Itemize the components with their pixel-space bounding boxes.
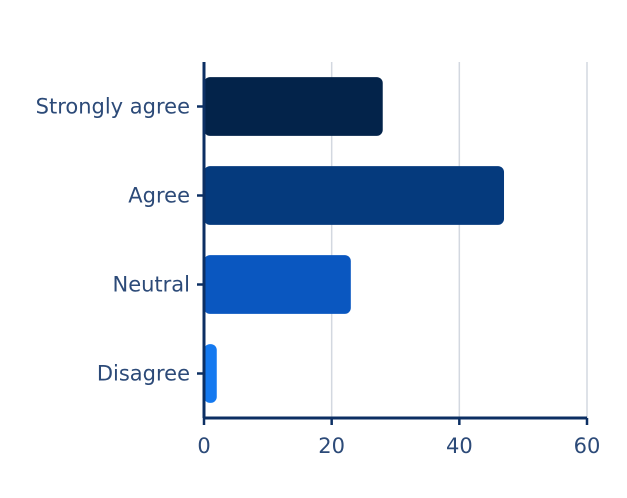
x-tick-label: 60: [574, 434, 601, 458]
category-label: Neutral: [112, 273, 190, 297]
bars: [204, 77, 505, 403]
x-tick-label: 0: [197, 434, 210, 458]
category-labels: Strongly agree Agree Neutral Disagree: [36, 95, 204, 386]
bar: [204, 77, 383, 136]
bar: [204, 255, 351, 314]
axes: [202, 62, 587, 420]
x-tick-label: 20: [318, 434, 345, 458]
category-label: Disagree: [97, 362, 190, 386]
bar: [204, 166, 505, 225]
x-tick-labels: 0 20 40 60: [197, 418, 600, 458]
category-label: Agree: [128, 184, 190, 208]
bar: [204, 344, 217, 403]
x-tick-label: 40: [446, 434, 473, 458]
category-label: Strongly agree: [36, 95, 190, 119]
